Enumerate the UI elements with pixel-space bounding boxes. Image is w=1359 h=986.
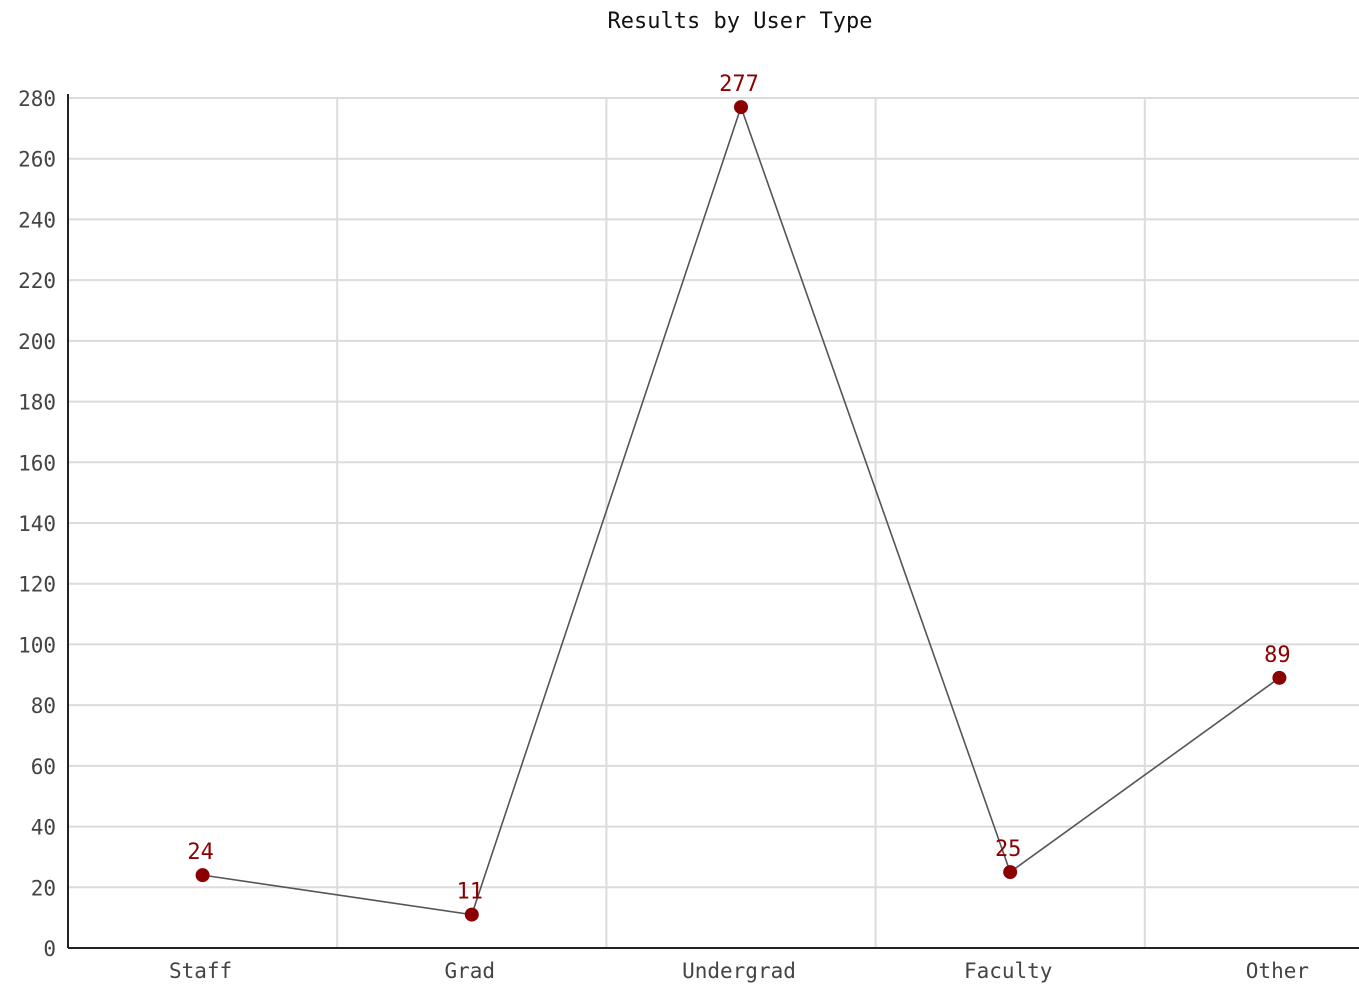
x-tick-label: Grad xyxy=(445,959,496,983)
y-tick-label: 120 xyxy=(18,573,56,597)
data-labels: 24 11 277 25 89 xyxy=(187,72,1291,905)
axes xyxy=(67,94,1359,949)
data-point xyxy=(464,907,479,922)
y-tick-label: 160 xyxy=(18,451,56,475)
y-tick-label: 80 xyxy=(31,694,56,718)
x-axis-ticks: Staff Grad Undergrad Faculty Other xyxy=(169,959,1309,983)
data-label: 89 xyxy=(1264,643,1291,668)
y-tick-label: 100 xyxy=(18,633,56,657)
data-point xyxy=(195,868,210,883)
grid xyxy=(68,97,1359,948)
y-tick-label: 0 xyxy=(43,937,56,961)
y-tick-label: 280 xyxy=(18,87,56,111)
y-tick-label: 220 xyxy=(18,269,56,293)
x-tick-label: Staff xyxy=(169,959,232,983)
y-axis-ticks: 0 20 40 60 80 100 120 140 160 180 200 220 240 260 280 xyxy=(18,87,56,961)
y-tick-label: 40 xyxy=(31,816,56,840)
data-point xyxy=(1003,865,1018,880)
data-point xyxy=(734,100,748,115)
data-label: 24 xyxy=(187,840,214,865)
y-tick-label: 260 xyxy=(18,148,56,172)
x-tick-label: Undergrad xyxy=(682,959,796,983)
data-point xyxy=(1272,670,1287,685)
data-label: 277 xyxy=(719,72,759,97)
data-label: 25 xyxy=(995,837,1022,862)
y-tick-label: 240 xyxy=(18,208,56,232)
y-tick-label: 180 xyxy=(18,391,56,415)
x-tick-label: Other xyxy=(1246,959,1309,983)
x-tick-label: Faculty xyxy=(964,959,1053,983)
y-tick-label: 20 xyxy=(31,876,56,900)
y-tick-label: 60 xyxy=(31,755,56,779)
y-tick-label: 200 xyxy=(18,330,56,354)
series-line xyxy=(202,104,1280,916)
data-label: 11 xyxy=(457,880,484,905)
chart-title: Results by User Type xyxy=(608,9,873,34)
data-series xyxy=(195,100,1287,922)
y-tick-label: 140 xyxy=(18,512,56,536)
